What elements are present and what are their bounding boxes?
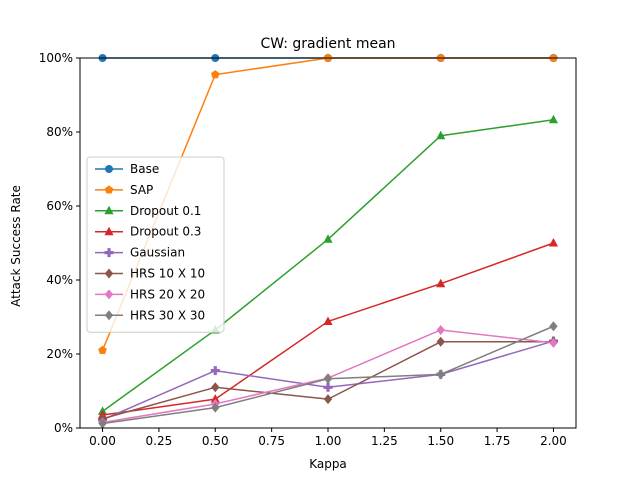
data-point-hrs-20-x-20 bbox=[436, 324, 445, 335]
series-hrs-30-x-30 bbox=[98, 321, 558, 429]
legend-label: HRS 20 X 20 bbox=[130, 287, 205, 301]
data-point-gaussian bbox=[323, 382, 333, 392]
legend-marker bbox=[104, 268, 114, 279]
data-point-hrs-10-x-10 bbox=[211, 382, 220, 393]
legend-label: SAP bbox=[130, 183, 153, 197]
legend-item-hrs-30-x-30: HRS 30 X 30 bbox=[95, 308, 205, 322]
data-point-dropout-0-1 bbox=[323, 234, 333, 243]
legend: Base SAP Dropout 0.1 Dropout 0.3 Gaussian HRS… bbox=[86, 156, 225, 333]
x-tick-label: 0.75 bbox=[258, 434, 285, 448]
y-tick-label: 40% bbox=[46, 273, 73, 287]
legend-item-dropout-0-3: Dropout 0.3 bbox=[95, 225, 201, 239]
data-point-hrs-10-x-10 bbox=[436, 336, 445, 347]
data-point-hrs-30-x-30 bbox=[211, 402, 220, 413]
plot-area: 0.00 0.25 0.50 0.75 1.00 1.25 1.50 1.75 2.00 0% 20… bbox=[39, 51, 567, 448]
x-tick-label: 1.00 bbox=[315, 434, 342, 448]
legend-marker bbox=[104, 205, 114, 215]
legend-item-sap: SAP bbox=[95, 183, 153, 197]
x-tick-label: 0.25 bbox=[146, 434, 173, 448]
data-point-dropout-0-1 bbox=[436, 130, 446, 140]
x-tick-label: 1.50 bbox=[427, 434, 454, 448]
y-tick-label: 60% bbox=[46, 199, 73, 213]
y-tick-label: 20% bbox=[46, 347, 73, 361]
chart-title: CW: gradient mean bbox=[260, 36, 395, 52]
data-point-hrs-30-x-30 bbox=[98, 418, 107, 429]
legend-item-gaussian: Gaussian bbox=[95, 246, 185, 260]
legend-box bbox=[86, 156, 225, 333]
axes-frame bbox=[79, 57, 577, 429]
x-tick-label: 1.25 bbox=[371, 434, 398, 448]
legend-marker bbox=[104, 289, 114, 300]
data-point-hrs-30-x-30 bbox=[436, 369, 445, 380]
legend-marker bbox=[104, 248, 114, 258]
legend-marker bbox=[104, 185, 114, 194]
x-tick-label: 0.50 bbox=[202, 434, 229, 448]
legend-label: Gaussian bbox=[130, 246, 185, 260]
legend-marker bbox=[104, 310, 114, 321]
data-point-dropout-0-1 bbox=[548, 114, 559, 124]
data-point-dropout-0-3 bbox=[436, 278, 446, 288]
legend-label: HRS 30 X 30 bbox=[130, 308, 205, 322]
legend-label: Dropout 0.3 bbox=[130, 225, 201, 239]
data-point-hrs-30-x-30 bbox=[549, 321, 558, 332]
x-axis-label: Kappa bbox=[309, 457, 347, 471]
data-point-dropout-0-3 bbox=[323, 316, 333, 325]
legend-item-base: Base bbox=[95, 162, 159, 176]
legend-item-dropout-0-1: Dropout 0.1 bbox=[95, 204, 201, 218]
legend-label: Base bbox=[130, 162, 159, 176]
legend-item-hrs-10-x-10: HRS 10 X 10 bbox=[95, 267, 205, 281]
data-point-sap bbox=[210, 70, 220, 79]
y-axis-label: Attack Success Rate bbox=[9, 185, 23, 307]
data-point-gaussian bbox=[210, 366, 220, 376]
data-point-hrs-10-x-10 bbox=[323, 394, 333, 405]
data-point-dropout-0-3 bbox=[210, 394, 220, 403]
legend-label: HRS 10 X 10 bbox=[130, 267, 205, 281]
y-tick-label: 80% bbox=[46, 125, 73, 139]
legend-marker bbox=[104, 226, 114, 236]
legend-item-hrs-20-x-20: HRS 20 X 20 bbox=[95, 287, 205, 301]
data-point-sap bbox=[98, 345, 107, 354]
y-tick-label: 0% bbox=[54, 421, 73, 435]
legend-label: Dropout 0.1 bbox=[130, 204, 201, 218]
data-point-hrs-30-x-30 bbox=[323, 373, 333, 384]
y-tick-label: 100% bbox=[39, 51, 73, 65]
x-tick-label: 2.00 bbox=[540, 434, 567, 448]
x-tick-label: 1.75 bbox=[484, 434, 511, 448]
data-point-hrs-20-x-20 bbox=[549, 337, 558, 348]
data-point-dropout-0-3 bbox=[548, 238, 559, 247]
x-tick-label: 0.00 bbox=[89, 434, 116, 448]
legend-marker bbox=[105, 165, 113, 173]
